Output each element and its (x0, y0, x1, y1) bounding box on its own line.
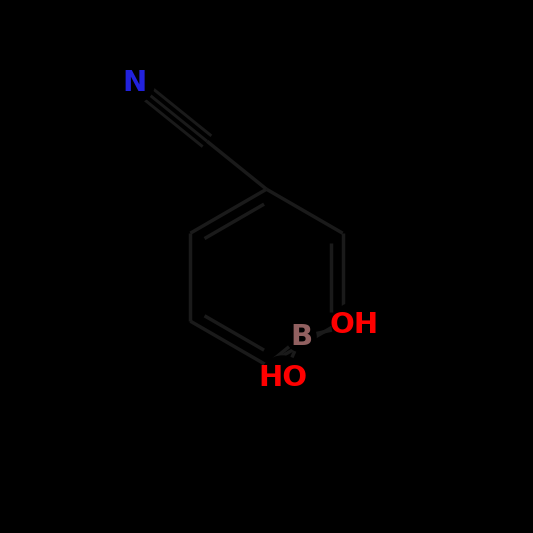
Text: N: N (122, 69, 147, 96)
Circle shape (260, 356, 305, 401)
Text: OH: OH (330, 311, 379, 339)
Circle shape (114, 62, 155, 103)
Circle shape (332, 303, 377, 348)
Text: HO: HO (258, 365, 307, 392)
Circle shape (286, 322, 316, 352)
Text: B: B (290, 323, 312, 351)
